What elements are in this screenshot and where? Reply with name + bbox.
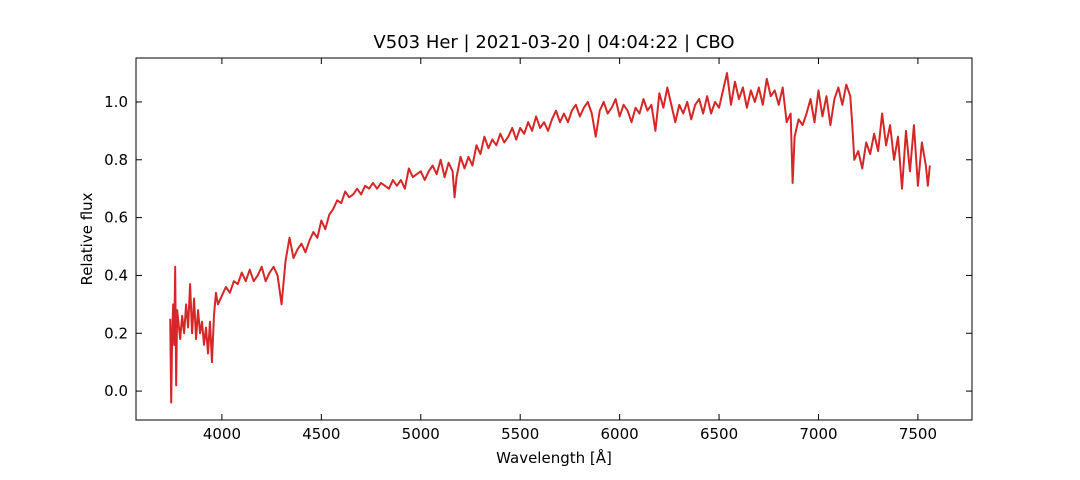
y-tick-label: 0.2 xyxy=(104,324,128,342)
y-tick-label: 0.8 xyxy=(104,151,128,169)
y-tick-label: 0.4 xyxy=(104,266,128,284)
x-tick-label: 7500 xyxy=(899,425,937,443)
y-axis-label: Relative flux xyxy=(78,192,96,285)
y-tick-label: 0.0 xyxy=(104,382,128,400)
x-tick-label: 4500 xyxy=(302,425,340,443)
x-axis-label: Wavelength [Å] xyxy=(496,448,612,467)
x-tick-label: 5000 xyxy=(402,425,440,443)
x-tick-label: 7000 xyxy=(799,425,837,443)
x-tick-label: 6500 xyxy=(700,425,738,443)
axes-frame xyxy=(135,57,973,421)
spectrum-line xyxy=(169,72,931,404)
x-tick-label: 6000 xyxy=(601,425,639,443)
x-tick-label: 5500 xyxy=(501,425,539,443)
chart-title: V503 Her | 2021-03-20 | 04:04:22 | CBO xyxy=(373,32,734,53)
y-tick-label: 1.0 xyxy=(104,93,128,111)
x-tick-label: 4000 xyxy=(203,425,241,443)
y-tick-label: 0.6 xyxy=(104,209,128,227)
plot-area xyxy=(169,72,931,404)
